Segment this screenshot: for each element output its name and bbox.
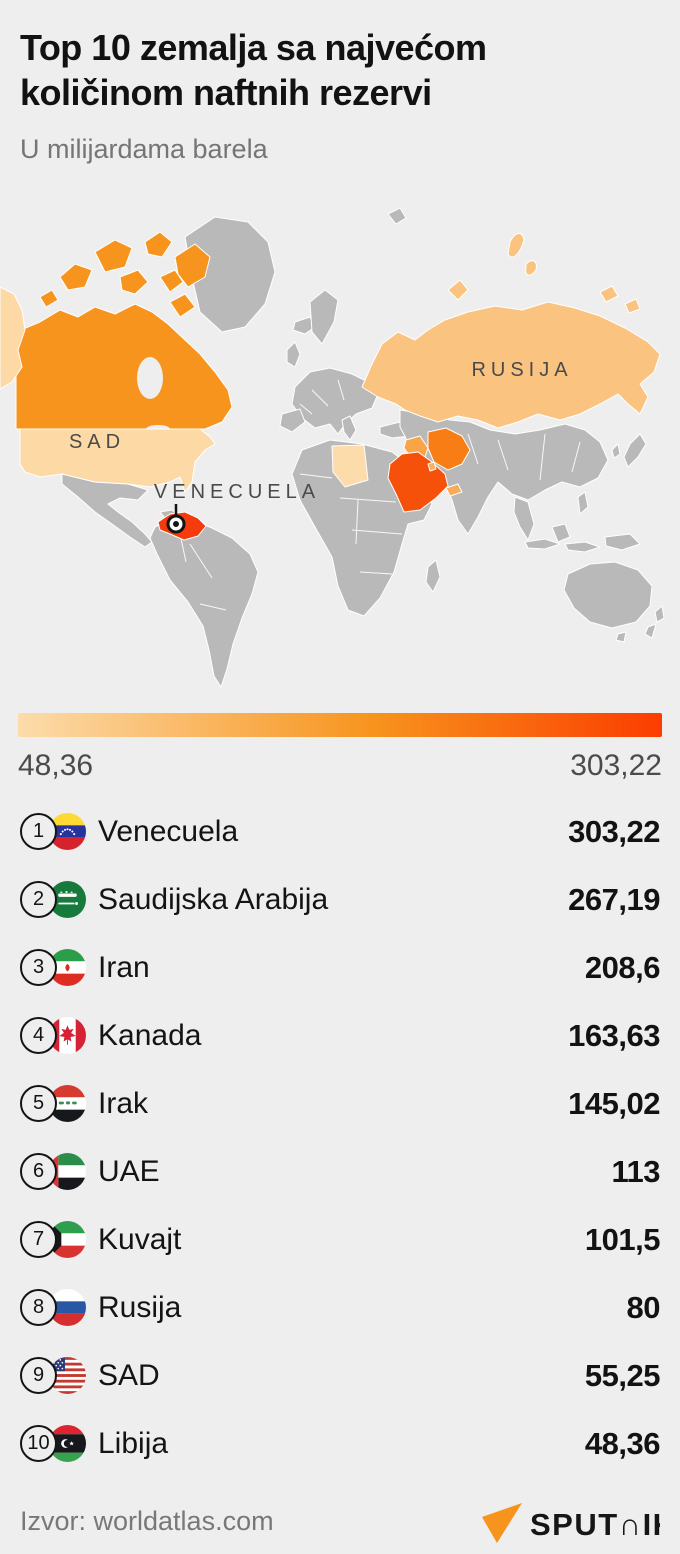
- map-hudson-bay: [137, 356, 163, 399]
- map-europe: [291, 367, 379, 435]
- flag-venezuela-icon: [49, 813, 86, 851]
- map-usa: [19, 428, 216, 493]
- map-iceland: [292, 316, 316, 335]
- rank-badge: 5: [20, 1085, 57, 1123]
- ranking-row-russia: 8 Rusija 80: [0, 1274, 680, 1342]
- map-label-venezuela: VENECUELA: [154, 481, 320, 503]
- rank-badge: 2: [20, 881, 57, 919]
- rank-badge: 8: [20, 1289, 57, 1327]
- country-value: 48,36: [584, 1425, 661, 1461]
- ranking-list: 1 Venecuela 303,22 2 Saudijska Arabija 2…: [0, 798, 680, 1478]
- map-svalbard: [387, 207, 407, 225]
- ranking-row-venezuela: 1 Venecuela 303,22: [0, 798, 680, 866]
- country-value: 55,25: [584, 1357, 661, 1393]
- world-map-container: RUSIJA SAD VENECUELA: [0, 182, 680, 697]
- country-value: 145,02: [568, 1085, 660, 1121]
- country-value: 163,63: [568, 1017, 660, 1053]
- map-borders: [179, 379, 581, 611]
- map-new-zealand-south: [644, 623, 657, 639]
- country-value: 303,22: [568, 813, 660, 849]
- country-name: Venecuela: [98, 814, 239, 848]
- flag-russia-icon: [49, 1289, 86, 1327]
- map-land: [61, 207, 665, 688]
- country-name: Irak: [98, 1086, 149, 1120]
- legend: [0, 712, 680, 742]
- map-madagascar: [425, 559, 441, 593]
- rank-badge: 3: [20, 949, 57, 987]
- map-indonesia-east: [564, 541, 601, 553]
- venezuela-marker: [166, 503, 186, 534]
- country-value: 80: [626, 1289, 661, 1325]
- country-value: 208,6: [584, 949, 661, 985]
- map-sumatra-java: [524, 538, 561, 550]
- map-uae: [445, 483, 463, 497]
- map-philippines: [577, 491, 589, 515]
- flag-iraq-icon: [49, 1085, 86, 1123]
- page-subtitle: U milijardama barela: [20, 134, 268, 165]
- country-name: Saudijska Arabija: [98, 882, 329, 916]
- map-label-russia: RUSIJA: [471, 359, 572, 381]
- map-scandinavia: [309, 289, 339, 345]
- page-title: Top 10 zemalja sa najvećom količinom naf…: [20, 27, 487, 113]
- country-name: Kanada: [98, 1018, 202, 1052]
- legend-gradient-bar: [18, 712, 662, 737]
- map-italy: [341, 415, 357, 441]
- map-libya: [331, 444, 369, 488]
- map-label-usa: SAD: [69, 431, 125, 453]
- country-name: Rusija: [98, 1290, 182, 1324]
- map-south-america: [149, 517, 259, 688]
- map-new-zealand-north: [654, 605, 665, 623]
- rank-badge: 9: [20, 1357, 57, 1395]
- ranking-row-libya: 10 Libija 48,36: [0, 1410, 680, 1478]
- map-kuwait: [427, 461, 437, 472]
- map-canada: [15, 231, 233, 430]
- map-iran: [427, 427, 471, 471]
- map-australia: [563, 561, 653, 629]
- flag-iran-icon: [49, 949, 86, 987]
- sputnik-logo-arrow-icon: [482, 1502, 522, 1543]
- map-iberia: [279, 408, 306, 433]
- country-value: 113: [611, 1153, 660, 1189]
- country-name: Iran: [98, 950, 150, 984]
- ranking-row-iran: 3 Iran 208,6: [0, 934, 680, 1002]
- rank-badge: 7: [20, 1221, 57, 1259]
- country-name: Libija: [98, 1426, 169, 1460]
- source-text: Izvor: worldatlas.com: [20, 1506, 274, 1537]
- sputnik-logo-text: SPUT∩IK: [530, 1507, 660, 1542]
- rank-badge: 1: [20, 813, 57, 851]
- map-greenland: [184, 216, 276, 333]
- ranking-row-kuwait: 7 Kuvajt 101,5: [0, 1206, 680, 1274]
- map-borneo: [551, 523, 571, 543]
- legend-min-label: 48,36: [18, 748, 94, 782]
- sputnik-logo: SPUT∩IK: [482, 1502, 660, 1543]
- map-tasmania: [615, 631, 627, 643]
- rank-badge: 4: [20, 1017, 57, 1055]
- ranking-row-saudi-arabia: 2 Saudijska Arabija 267,19: [0, 866, 680, 934]
- legend-labels: 48,36 303,22: [0, 748, 680, 784]
- country-name: SAD: [98, 1358, 160, 1392]
- map-korea: [611, 443, 621, 459]
- world-map: RUSIJA SAD VENECUELA: [0, 207, 665, 688]
- footer: Izvor: worldatlas.com SPUT∩IK: [0, 1496, 680, 1548]
- rank-badge: 10: [20, 1425, 57, 1463]
- ranking-row-usa: 9 SAD 55,25: [0, 1342, 680, 1410]
- map-mexico-central-america: [61, 473, 153, 548]
- ranking-row-canada: 4 Kanada 163,63: [0, 1002, 680, 1070]
- country-value: 101,5: [584, 1221, 661, 1257]
- flag-libya-icon: [49, 1425, 86, 1463]
- map-japan: [623, 433, 647, 468]
- map-new-guinea: [604, 533, 641, 551]
- country-name: Kuvajt: [98, 1222, 182, 1256]
- country-value: 267,19: [568, 881, 660, 917]
- legend-max-label: 303,22: [570, 748, 662, 782]
- rank-badge: 6: [20, 1153, 57, 1191]
- country-name: UAE: [98, 1154, 160, 1188]
- map-se-asia: [513, 496, 535, 541]
- ranking-row-iraq: 5 Irak 145,02: [0, 1070, 680, 1138]
- ranking-row-uae: 6 UAE 113: [0, 1138, 680, 1206]
- map-alaska: [0, 286, 26, 390]
- map-uk: [286, 341, 301, 368]
- map-russia: [361, 232, 661, 429]
